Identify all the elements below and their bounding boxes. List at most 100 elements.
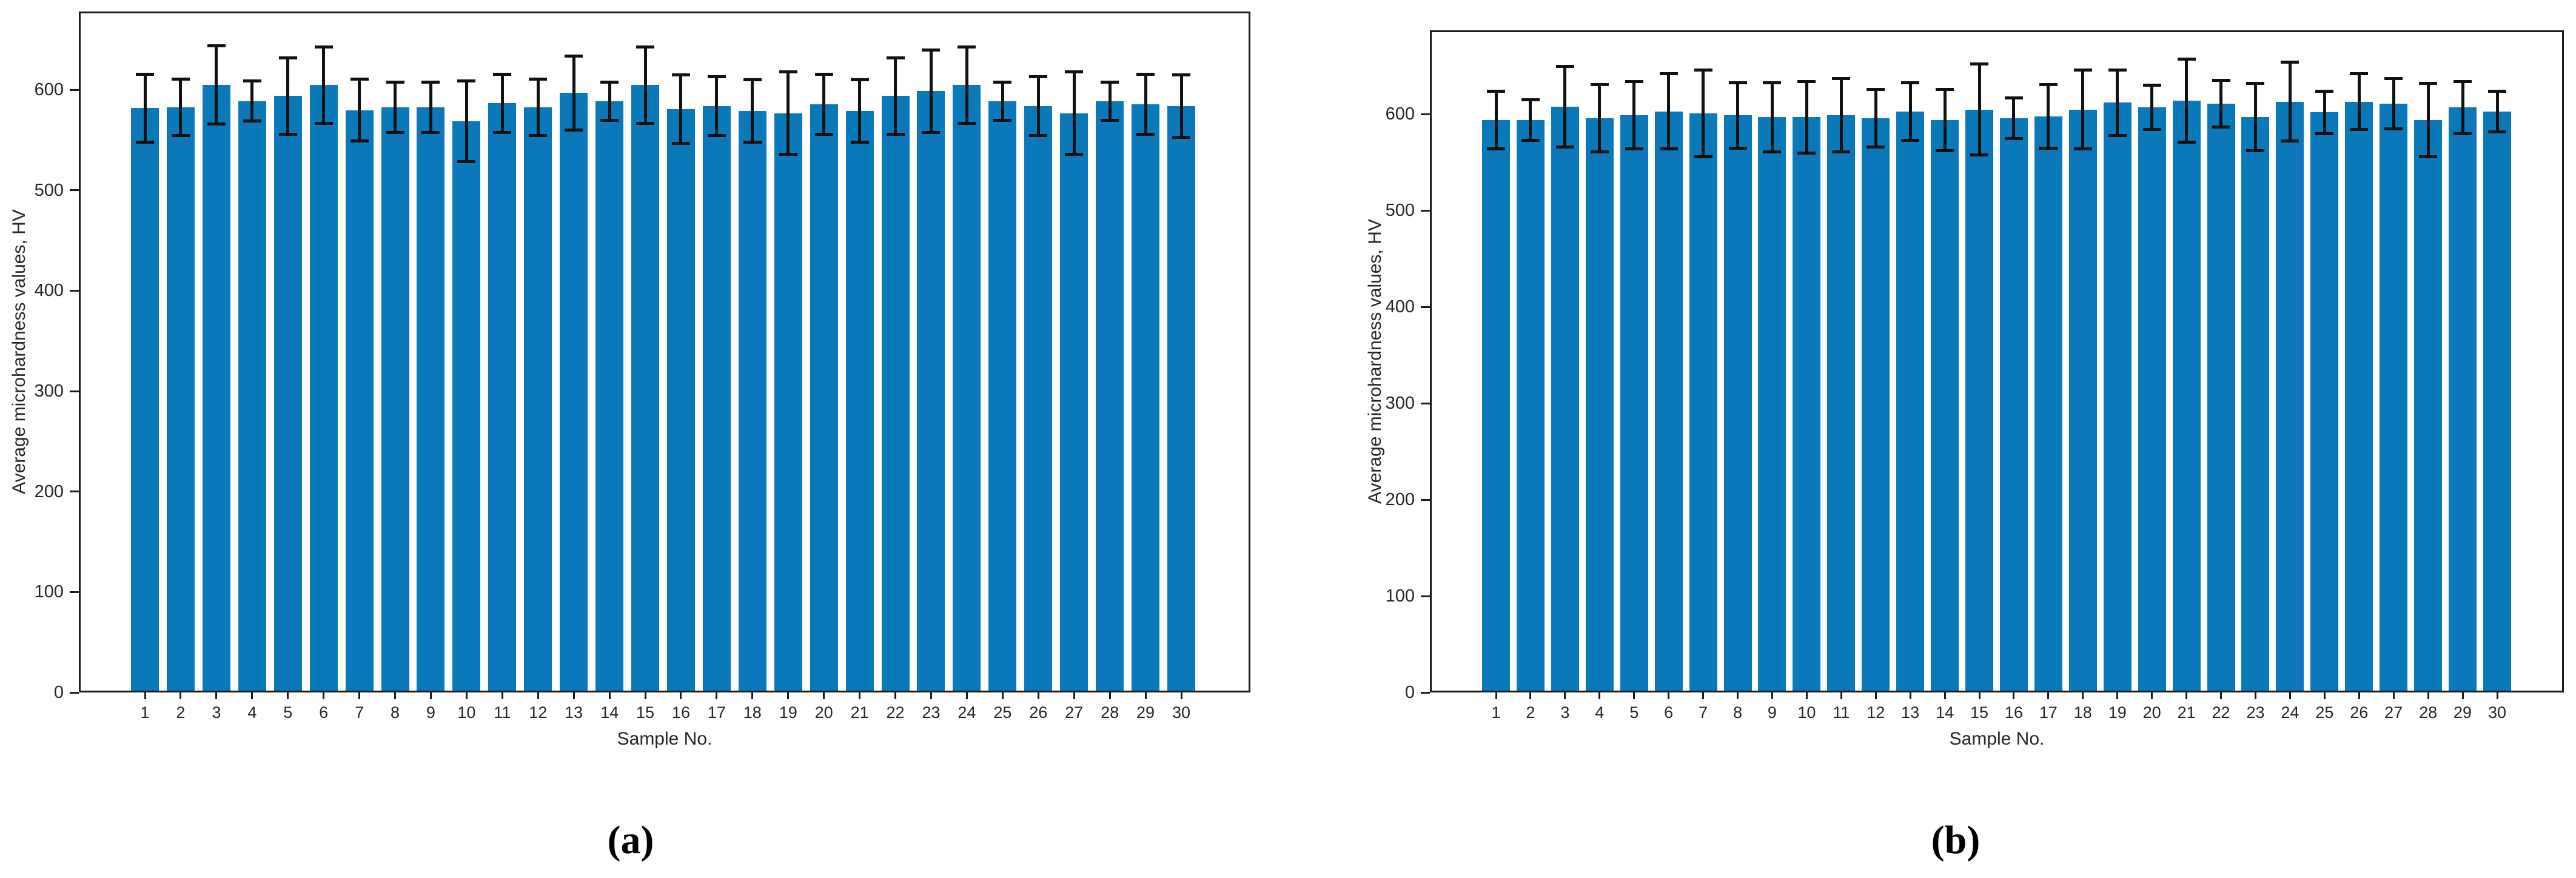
x-tick-label: 18: [2073, 703, 2092, 722]
x-tick-label: 12: [529, 703, 548, 722]
error-bar-cap-bottom: [314, 121, 333, 125]
error-bar-cap-bottom: [2384, 127, 2403, 130]
error-bar-cap-top: [779, 70, 797, 74]
y-tick-mark: [1421, 498, 1430, 501]
error-bar-cap-bottom: [1694, 155, 1712, 158]
y-tick-label: 0: [1404, 683, 1415, 702]
error-bar: [2288, 62, 2292, 141]
error-bar-cap-bottom: [565, 129, 583, 132]
error-bar: [2116, 70, 2119, 136]
x-tick-label: 2: [176, 703, 186, 722]
error-bar: [1977, 64, 1981, 155]
y-tick-mark: [70, 289, 79, 292]
x-tick-mark: [1633, 692, 1635, 699]
error-bar-cap-top: [529, 77, 548, 81]
x-tick-mark: [1037, 692, 1039, 699]
x-tick-mark: [716, 692, 718, 699]
error-bar-cap-top: [993, 80, 1012, 84]
x-tick-label: 22: [886, 703, 905, 722]
error-bar-cap-bottom: [1797, 151, 1816, 155]
error-bar: [572, 56, 575, 130]
error-bar-cap-bottom: [958, 121, 976, 125]
y-tick-label: 200: [34, 481, 64, 501]
bar-sample-15: [1965, 109, 1994, 691]
y-tick-mark: [70, 691, 79, 694]
error-bar: [787, 72, 790, 155]
error-bar-cap-top: [2419, 82, 2438, 85]
error-bar: [1908, 82, 1912, 141]
error-bar: [1702, 70, 1705, 157]
y-tick-label: 300: [1385, 394, 1415, 414]
x-tick-label: 23: [2246, 703, 2265, 722]
error-bar: [2185, 59, 2189, 142]
bar-sample-10: [452, 121, 481, 691]
bar-sample-23: [2241, 117, 2270, 691]
x-tick-label: 8: [1733, 703, 1743, 722]
x-tick-mark: [287, 692, 289, 699]
x-tick-mark: [465, 692, 468, 699]
error-bar-cap-top: [2488, 89, 2506, 93]
bar-sample-7: [345, 110, 374, 691]
x-tick-label: 7: [1699, 703, 1708, 722]
error-bar-cap-top: [1832, 77, 1851, 81]
error-bar-cap-bottom: [993, 118, 1012, 122]
bar-sample-18: [738, 111, 766, 691]
bar-sample-30: [1167, 106, 1195, 691]
x-tick-mark: [2013, 692, 2015, 699]
bar-sample-6: [309, 85, 338, 691]
x-tick-mark: [644, 692, 646, 699]
x-tick-mark: [1598, 692, 1601, 699]
x-tick-label: 3: [212, 703, 221, 722]
bar-sample-20: [810, 104, 838, 691]
error-bar: [2047, 84, 2050, 149]
x-tick-mark: [358, 692, 361, 699]
y-tick-label: 100: [1385, 586, 1415, 606]
x-tick-mark: [608, 692, 611, 699]
error-bar-cap-bottom: [2315, 132, 2334, 135]
error-bar: [858, 79, 862, 142]
error-bar: [1805, 81, 1808, 153]
x-tick-label: 13: [1901, 703, 1920, 722]
x-tick-mark: [2496, 692, 2498, 699]
error-bar-cap-bottom: [743, 141, 762, 144]
error-bar: [1874, 89, 1877, 147]
error-bar-cap-top: [600, 80, 619, 84]
bar-sample-19: [774, 113, 802, 691]
bar-sample-5: [273, 96, 302, 691]
x-tick-mark: [1978, 692, 1981, 699]
error-bar-cap-top: [2315, 89, 2334, 93]
x-tick-label: 20: [2142, 703, 2161, 722]
error-bar: [2392, 78, 2395, 129]
error-bar-cap-top: [493, 72, 512, 76]
x-tick-label: 10: [1797, 703, 1816, 722]
error-bar-cap-bottom: [207, 122, 226, 126]
x-tick-label: 17: [707, 703, 726, 722]
bar-sample-12: [1862, 118, 1890, 691]
bar-sample-17: [702, 106, 731, 691]
x-tick-label: 21: [850, 703, 869, 722]
x-tick-label: 8: [391, 703, 400, 722]
x-tick-label: 27: [2384, 703, 2403, 722]
error-bar-cap-bottom: [814, 132, 833, 136]
y-tick-mark: [1421, 595, 1430, 597]
x-tick-label: 29: [1136, 703, 1155, 722]
x-tick-label: 12: [1867, 703, 1885, 722]
x-tick-mark: [823, 692, 825, 699]
error-bar-cap-top: [743, 78, 762, 82]
y-tick-mark: [70, 591, 79, 593]
x-tick-label: 24: [2281, 703, 2299, 722]
x-tick-mark: [2427, 692, 2429, 699]
error-bar-cap-top: [1101, 80, 1119, 84]
error-bar-cap-bottom: [350, 139, 369, 143]
x-tick-label: 5: [1629, 703, 1639, 722]
error-bar-cap-top: [1590, 82, 1609, 86]
x-tick-label: 25: [2315, 703, 2334, 722]
bar-sample-13: [560, 93, 588, 691]
bar-sample-24: [953, 85, 981, 691]
error-bar-cap-bottom: [1136, 132, 1155, 136]
x-tick-mark: [1840, 692, 1842, 699]
x-tick-mark: [394, 692, 397, 699]
x-tick-mark: [572, 692, 575, 699]
error-bar-cap-bottom: [1763, 150, 1782, 153]
